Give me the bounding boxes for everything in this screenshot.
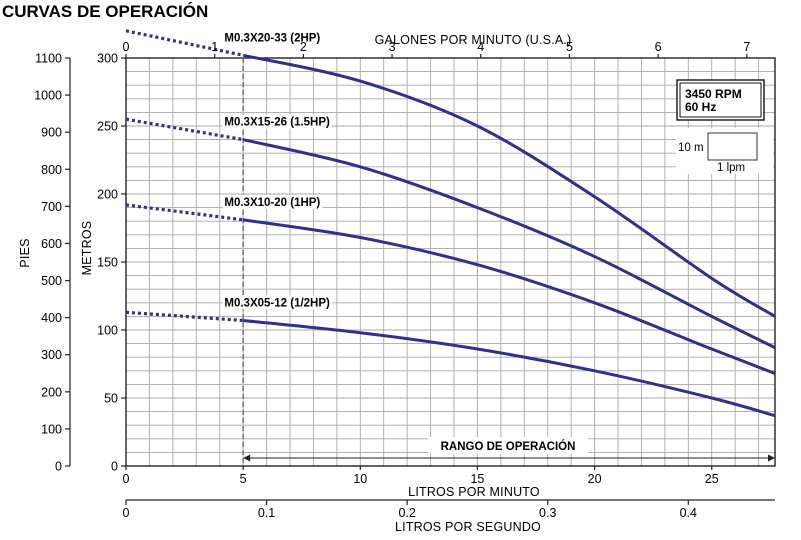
curves: M0.3X20-33 (2HP) M0.3X15-26 (1.5HP) M0.3X1… <box>125 29 776 418</box>
operating-range: RANGO DE OPERACIÓN <box>243 437 775 462</box>
operating-range-label: RANGO DE OPERACIÓN <box>441 440 576 453</box>
curve-label: M0.3X05-12 (1/2HP) <box>224 297 330 309</box>
bottom-tick-label: 10 <box>353 472 367 486</box>
right-tick-label: 150 <box>97 256 118 270</box>
bottom-tick-label: 5 <box>240 472 247 486</box>
left-tick-label: 900 <box>41 126 62 140</box>
left-tick-label: 100 <box>41 422 62 436</box>
rpm-text: 3450 RPM <box>685 87 742 101</box>
ticks: 0100200300400500600700800900100011000501… <box>34 40 775 520</box>
right-tick-label: 50 <box>104 392 118 406</box>
top-axis-label: GALONES POR MINUTO (U.S.A.) <box>375 33 572 47</box>
top-tick-label: 5 <box>566 40 573 54</box>
left-tick-label: 200 <box>41 385 62 399</box>
curve-dashed-segment <box>125 203 244 222</box>
top-tick-label: 7 <box>743 40 750 54</box>
curve-dashed-segment <box>125 29 244 57</box>
left-tick-label: 500 <box>41 274 62 288</box>
operating-range-arrow-right <box>768 454 775 462</box>
curve-label-bg <box>222 114 333 129</box>
curve-solid-segment <box>242 318 776 418</box>
left-tick-label: 800 <box>41 163 62 177</box>
left-tick-label: 400 <box>41 311 62 325</box>
top-tick-label: 0 <box>123 40 130 54</box>
top-tick-label: 4 <box>477 40 484 54</box>
rpm-box-inner <box>679 82 762 118</box>
lps-tick-label: 0.4 <box>680 506 697 520</box>
left-axis-label: PIES <box>18 238 32 267</box>
left-tick-label: 600 <box>41 237 62 251</box>
lps-tick-label: 0 <box>123 506 130 520</box>
right-tick-label: 200 <box>97 188 118 202</box>
left-tick-label: 300 <box>41 348 62 362</box>
left-tick-label: 700 <box>41 200 62 214</box>
bottom-tick-label: 25 <box>705 472 719 486</box>
curve-dashed-segment <box>125 117 244 142</box>
scale-box: 10 m 1 lpm <box>676 128 773 174</box>
rpm-box-outer <box>676 79 765 121</box>
right-tick-label: 100 <box>97 324 118 338</box>
top-tick-label: 6 <box>655 40 662 54</box>
scale-box-cell <box>707 132 758 161</box>
lps-axis-label: LITROS POR SEGUNDO <box>395 520 541 534</box>
chart-title: CURVAS DE OPERACIÓN <box>2 2 208 21</box>
right-tick-label: 300 <box>97 52 118 66</box>
operating-range-label-bg <box>428 437 588 454</box>
curve-label-bg <box>222 295 333 310</box>
curve-label: M0.3X15-26 (1.5HP) <box>224 117 330 129</box>
bottom-tick-label: 15 <box>470 472 484 486</box>
curve-label: M0.3X10-20 (1HP) <box>224 197 320 209</box>
curve-label-bg <box>222 194 323 209</box>
top-tick-label: 3 <box>389 40 396 54</box>
left-tick-label: 1100 <box>35 52 62 66</box>
top-tick-label: 1 <box>211 40 218 54</box>
lps-tick-label: 0.3 <box>539 506 556 520</box>
right-tick-label: 0 <box>111 460 118 474</box>
scale-x-label: 1 lpm <box>717 162 745 174</box>
curve-label-bg <box>222 30 323 45</box>
curve-label: M0.3X20-33 (2HP) <box>224 32 320 44</box>
left-tick-label: 0 <box>55 460 62 474</box>
lps-tick-label: 0.1 <box>258 506 275 520</box>
bottom-tick-label: 20 <box>588 472 602 486</box>
operating-range-arrow-left <box>243 454 251 462</box>
hz-text: 60 Hz <box>685 100 716 114</box>
lps-tick-label: 0.2 <box>398 506 415 520</box>
bottom-axis-label: LITROS POR MINUTO <box>408 485 540 499</box>
right-tick-label: 250 <box>97 120 118 134</box>
top-tick-label: 2 <box>300 40 307 54</box>
left-tick-label: 1000 <box>34 89 62 103</box>
curve-solid-segment <box>242 218 776 375</box>
curve-dashed-segment <box>125 310 244 323</box>
bottom-tick-label: 0 <box>123 472 130 486</box>
right-axis-label: METROS <box>80 221 94 276</box>
rpm-box: 3450 RPM 60 Hz <box>676 79 765 121</box>
scale-y-label: 10 m <box>678 142 704 154</box>
